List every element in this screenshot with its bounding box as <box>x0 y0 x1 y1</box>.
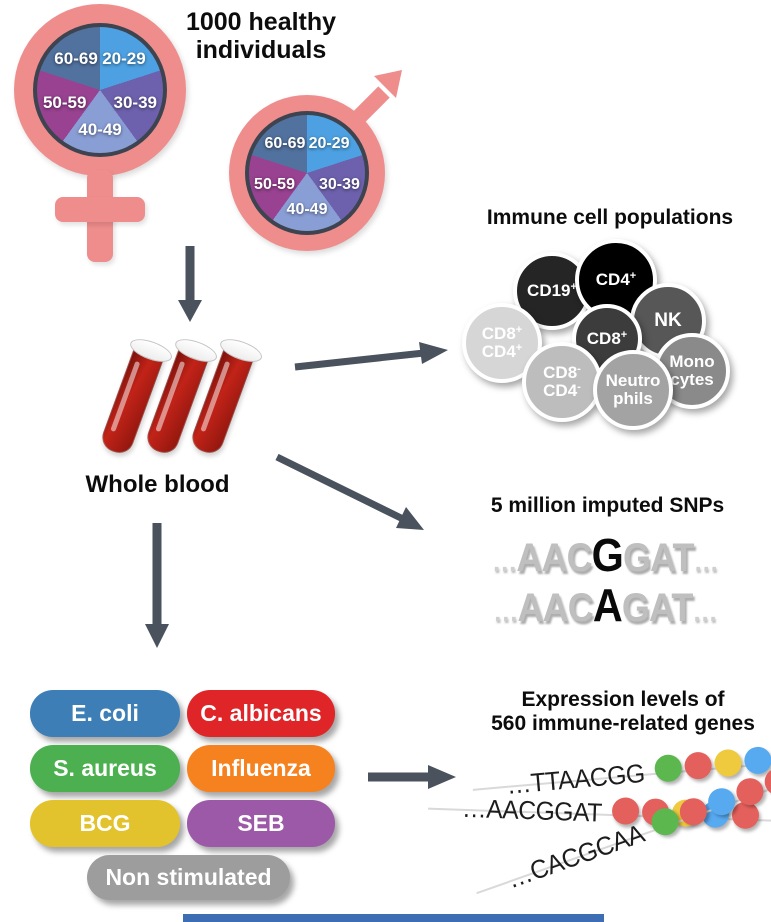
arrow-blood-to-snps <box>275 453 424 530</box>
arrow-blood-to-cells <box>294 342 448 371</box>
expression-dot-green <box>653 753 683 783</box>
pie-label-50-59: 50-59 <box>42 92 87 112</box>
pie-label-60-69: 60-69 <box>264 135 306 152</box>
stimulus-influenza: Influenza <box>187 745 335 792</box>
snp-sequences: …AACGGAT… …AACAGAT… <box>438 529 771 631</box>
stimulus-saureus: S. aureus <box>30 745 180 792</box>
cohort-title: 1000 healthy individuals <box>185 8 337 64</box>
arrow-blood-to-stimuli <box>145 523 169 648</box>
expression-dot-blue <box>703 784 739 820</box>
expression-dot-red <box>683 751 713 781</box>
snp-sequence-2: …AACAGAT… <box>493 578 717 631</box>
stimulus-ecoli: E. coli <box>30 690 180 737</box>
pie-label-40-49: 40-49 <box>286 201 328 219</box>
pie-label-60-69: 60-69 <box>54 48 98 68</box>
expression-title: Expression levels of 560 immune-related … <box>491 688 755 735</box>
stimulus-calbicans: C. albicans <box>187 690 335 737</box>
male-age-pie-chart: 20-29 30-39 40-49 50-59 60-69 <box>245 111 369 235</box>
stimulus-non-stimulated: Non stimulated <box>87 855 290 900</box>
arrow-cohort-to-blood <box>178 246 202 322</box>
female-symbol-cross-horizontal <box>55 197 145 222</box>
stimulus-seb: SEB <box>187 800 335 847</box>
pie-label-40-49: 40-49 <box>78 120 122 140</box>
female-age-pie-chart: 20-29 30-39 40-49 50-59 60-69 <box>33 23 167 157</box>
pie-label-20-29: 20-29 <box>102 48 146 68</box>
pie-label-20-29: 20-29 <box>308 135 350 152</box>
snp-sequence-1: …AACGGAT… <box>492 529 719 581</box>
bottom-blue-bar <box>183 914 604 922</box>
snps-title: 5 million imputed SNPs <box>490 494 725 517</box>
whole-blood-label: Whole blood <box>85 471 230 498</box>
immune-cells-title: Immune cell populations <box>486 206 734 229</box>
expression-dot-yellow <box>713 748 743 778</box>
pie-label-30-39: 30-39 <box>319 175 360 193</box>
arrow-stimuli-to-expression <box>368 765 456 789</box>
pie-label-50-59: 50-59 <box>254 175 295 193</box>
stimulus-bcg: BCG <box>30 800 180 847</box>
cell-circle-cd8neg-cd4neg: CD8- CD4- <box>522 342 602 422</box>
cell-circle-neutrophils: Neutro phils <box>593 350 673 430</box>
pie-label-30-39: 30-39 <box>113 92 158 112</box>
